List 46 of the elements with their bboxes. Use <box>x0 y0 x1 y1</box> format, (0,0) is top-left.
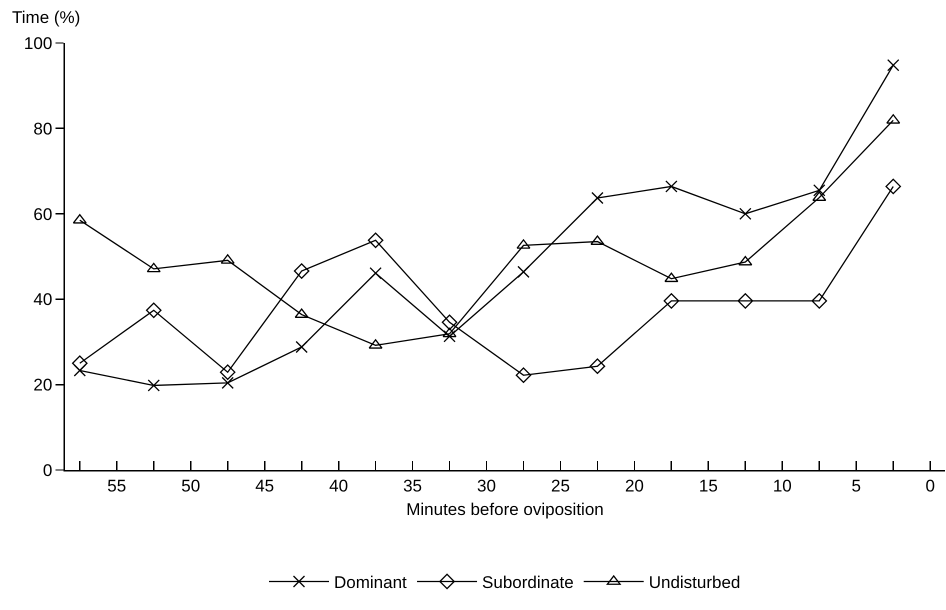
point <box>72 355 88 372</box>
x-tick-label: 50 <box>181 476 200 496</box>
x-tick-label: 15 <box>698 476 718 496</box>
x-tick-label: 40 <box>329 476 348 496</box>
point <box>368 232 384 248</box>
y-tick-label: 40 <box>33 290 52 310</box>
x-tick-label: 0 <box>925 476 935 496</box>
point <box>664 293 680 309</box>
point <box>665 180 678 193</box>
x-tick-label: 10 <box>772 476 792 496</box>
point <box>443 330 456 342</box>
x-tick-label: 35 <box>403 476 422 496</box>
point <box>885 178 902 194</box>
point <box>591 192 604 204</box>
x-tick-label: 45 <box>255 476 274 496</box>
x-tick-label: 55 <box>107 476 126 496</box>
point <box>590 358 606 374</box>
y-tick-label: 20 <box>33 376 52 395</box>
y-tick-label: 60 <box>33 204 52 224</box>
x-tick-label: 25 <box>551 476 570 496</box>
point <box>148 379 160 392</box>
point <box>295 340 308 354</box>
point <box>516 367 532 384</box>
legend-label: Subordinate <box>482 573 574 592</box>
legend-label: Undisturbed <box>648 573 740 592</box>
point <box>220 364 236 380</box>
x-axis-title: Minutes before oviposition <box>406 500 604 519</box>
point <box>369 267 382 280</box>
point <box>811 293 828 309</box>
x-tick-label: 30 <box>477 476 496 496</box>
point <box>146 302 162 318</box>
point <box>739 208 752 220</box>
point <box>738 293 754 309</box>
point <box>517 266 530 278</box>
y-tick-label: 100 <box>24 34 52 53</box>
point <box>887 59 900 72</box>
y-tick-label: 0 <box>42 460 52 480</box>
x-tick-label: 20 <box>624 476 644 496</box>
point <box>813 184 826 196</box>
point <box>222 376 234 390</box>
point <box>294 263 310 279</box>
y-tick-label: 80 <box>33 119 52 138</box>
point <box>442 314 458 330</box>
y-axis-title: Time (%) <box>12 8 80 27</box>
legend-label: Dominant <box>334 573 408 592</box>
x-tick-label: 5 <box>852 476 861 496</box>
